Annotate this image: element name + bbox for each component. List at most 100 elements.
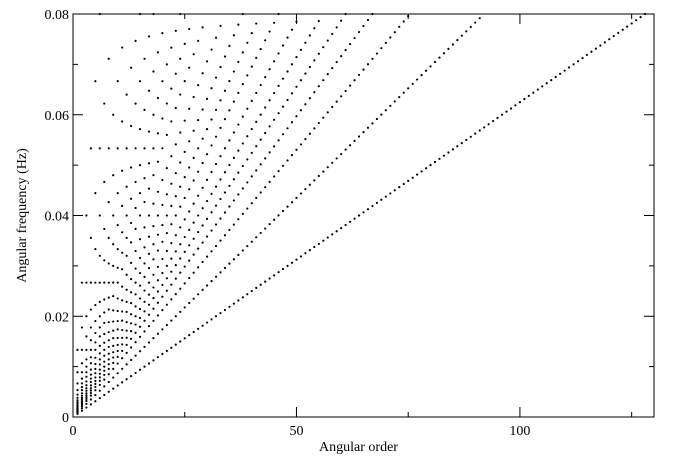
data-point-s0-l4 [89, 403, 92, 406]
data-point-s3-l10 [116, 355, 119, 358]
data-point-s8-l21 [165, 214, 168, 217]
data-point-s13-l17 [147, 130, 151, 133]
data-point-s18-l2 [80, 326, 84, 329]
data-point-s0-l87 [460, 141, 463, 145]
data-point-s1-l19 [156, 332, 160, 335]
data-point-s4-l9 [112, 356, 115, 359]
data-point-s4-l24 [179, 257, 182, 260]
data-point-s0-l107 [550, 79, 553, 82]
data-point-s4-l15 [138, 316, 142, 320]
data-point-s5-l54 [313, 27, 316, 30]
data-point-s3-l19 [156, 301, 160, 304]
data-point-s2-l62 [348, 84, 352, 87]
data-point-s1-l78 [420, 74, 423, 77]
data-point-s4-l51 [299, 79, 303, 82]
data-point-s11-l11 [121, 268, 124, 271]
data-point-s1-l30 [205, 284, 209, 287]
data-point-s10-l26 [188, 107, 191, 110]
data-point-s1-l6 [98, 389, 101, 392]
data-point-s7-l5 [94, 372, 97, 375]
data-point-s11-l6 [98, 335, 101, 338]
data-point-s5-l4 [89, 387, 92, 390]
data-point-s1-l79 [424, 69, 428, 72]
data-point-s7-l15 [138, 284, 142, 287]
data-point-s1-l71 [389, 104, 392, 107]
data-point-s14-l7 [103, 281, 106, 284]
data-point-s6-l30 [205, 178, 209, 181]
data-point-s1-l90 [474, 21, 477, 24]
data-point-s0-l105 [541, 85, 544, 88]
data-point-s0-l15 [138, 368, 142, 371]
data-point-s0-l81 [433, 160, 437, 164]
data-point-s5-l23 [174, 250, 177, 253]
data-point-s9-l4 [89, 373, 92, 376]
data-point-s4-l40 [250, 151, 253, 154]
data-point-s11-l16 [143, 200, 146, 204]
data-point-s0-l36 [232, 302, 235, 305]
data-point-s16-l9 [112, 174, 115, 177]
data-point-s11-l24 [179, 93, 182, 96]
data-point-s11-l27 [192, 53, 195, 56]
data-point-s3-l26 [188, 259, 191, 262]
data-point-s8-l16 [143, 262, 146, 265]
data-point-s5-l3 [85, 394, 88, 397]
data-point-s0-l52 [304, 252, 307, 255]
data-point-s6-l7 [103, 360, 106, 363]
data-point-s15-l17 [147, 35, 151, 38]
data-point-s9-l21 [165, 193, 168, 196]
data-point-s15-l1 [76, 393, 79, 396]
data-point-s3-l62 [348, 42, 352, 46]
data-point-s9-l28 [197, 118, 200, 122]
data-point-s4-l28 [197, 230, 200, 234]
data-point-s6-l47 [281, 44, 285, 47]
data-point-s0-l61 [344, 223, 347, 227]
data-point-s2-l21 [165, 303, 168, 306]
data-point-s13-l19 [156, 96, 160, 100]
data-point-s11-l3 [85, 375, 88, 378]
data-point-s12-l10 [116, 266, 119, 269]
data-point-s1-l42 [259, 231, 262, 235]
data-point-s2-l44 [268, 180, 271, 183]
data-point-s6-l46 [277, 52, 280, 55]
data-point-s11-l26 [188, 66, 191, 69]
data-point-s11-l14 [134, 227, 137, 231]
data-point-s1-l12 [125, 363, 128, 366]
data-point-s10-l23 [174, 143, 177, 146]
data-point-s1-l82 [438, 56, 441, 59]
data-point-s2-l5 [94, 389, 97, 392]
data-point-s4-l16 [143, 310, 146, 313]
data-point-s3-l43 [264, 157, 267, 160]
data-point-s2-l64 [357, 73, 361, 77]
data-point-s0-l5 [94, 400, 97, 403]
y-tick-label-0.06: 0.06 [45, 109, 70, 124]
data-point-s13-l23 [174, 29, 177, 32]
data-point-s2-l29 [201, 260, 204, 264]
data-point-s0-l16 [143, 365, 146, 368]
data-point-s7-l14 [134, 293, 137, 296]
data-point-s11-l19 [156, 160, 160, 163]
data-point-s4-l50 [295, 85, 298, 88]
data-point-s1-l2 [80, 407, 84, 410]
data-point-s3-l58 [331, 67, 334, 70]
data-point-s1-l9 [112, 376, 115, 379]
data-point-s2-l43 [264, 186, 267, 189]
data-point-s3-l54 [313, 91, 316, 94]
data-point-s2-l50 [295, 148, 298, 151]
data-point-s0-l73 [398, 186, 401, 189]
data-point-s4-l37 [237, 171, 240, 174]
data-point-s7-l35 [228, 109, 231, 112]
data-point-s6-l34 [223, 147, 227, 150]
data-point-s9-l10 [116, 309, 119, 313]
data-point-s6-l38 [241, 115, 244, 118]
data-point-s13-l20 [161, 80, 164, 83]
data-point-s2-l18 [152, 319, 155, 322]
data-point-s1-l60 [340, 152, 343, 156]
data-point-s5-l27 [192, 221, 195, 224]
data-point-s9-l17 [147, 235, 151, 238]
data-point-s0-l24 [179, 340, 182, 343]
data-point-s7-l30 [205, 153, 209, 156]
data-point-s2-l51 [299, 143, 303, 146]
data-point-s12-l8 [107, 296, 110, 299]
data-point-s13-l12 [125, 214, 128, 217]
data-point-s8-l14 [134, 281, 137, 284]
